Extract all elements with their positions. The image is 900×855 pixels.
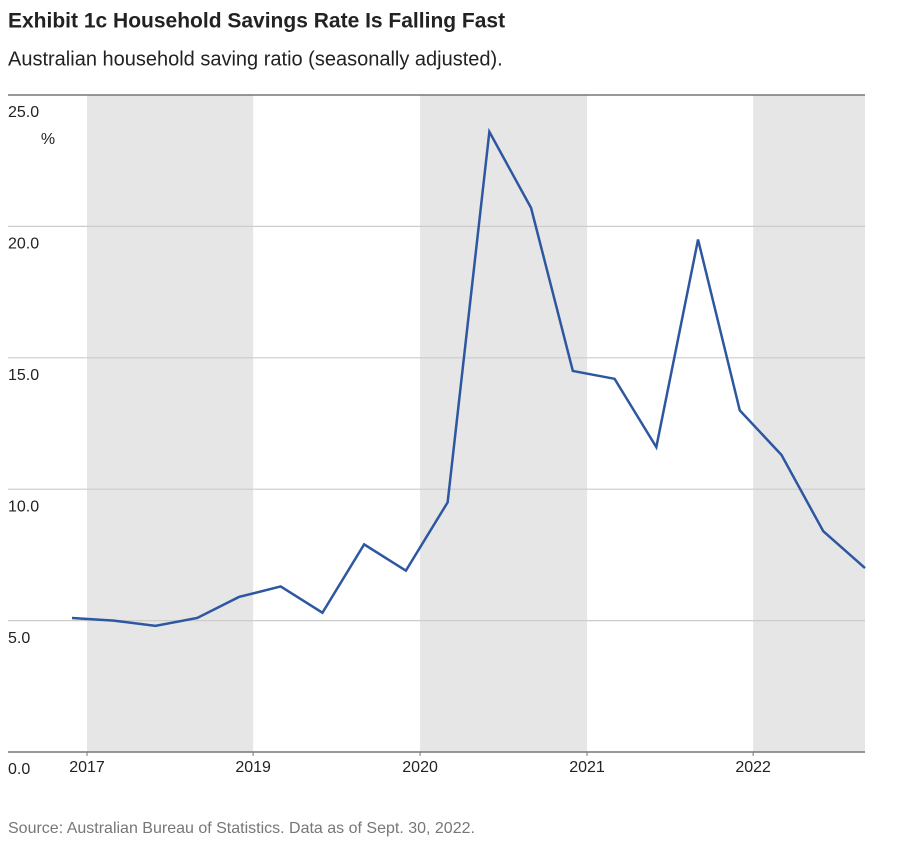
y-tick-label: 10.0 — [8, 498, 39, 515]
y-tick-label: 20.0 — [8, 236, 39, 253]
y-unit: % — [41, 131, 55, 148]
y-tick-label: 25.0 — [8, 104, 39, 121]
x-tick-label: 2017 — [69, 759, 105, 776]
x-tick-label: 2019 — [235, 759, 271, 776]
y-tick-label: 0.0 — [8, 761, 30, 778]
x-tick-label: 2020 — [402, 759, 438, 776]
y-tick-label: 5.0 — [8, 630, 30, 647]
year-band — [87, 95, 254, 752]
year-band — [420, 95, 588, 752]
source-note: Source: Australian Bureau of Statistics.… — [8, 820, 475, 837]
year-band — [753, 95, 865, 752]
chart-subtitle: Australian household saving ratio (seaso… — [8, 48, 503, 70]
bands — [87, 95, 865, 752]
y-tick-label: 15.0 — [8, 367, 39, 384]
x-tick-label: 2021 — [569, 759, 605, 776]
x-tick-label: 2022 — [735, 759, 771, 776]
line — [71, 127, 866, 628]
chart-title: Exhibit 1c Household Savings Rate Is Fal… — [8, 10, 505, 33]
